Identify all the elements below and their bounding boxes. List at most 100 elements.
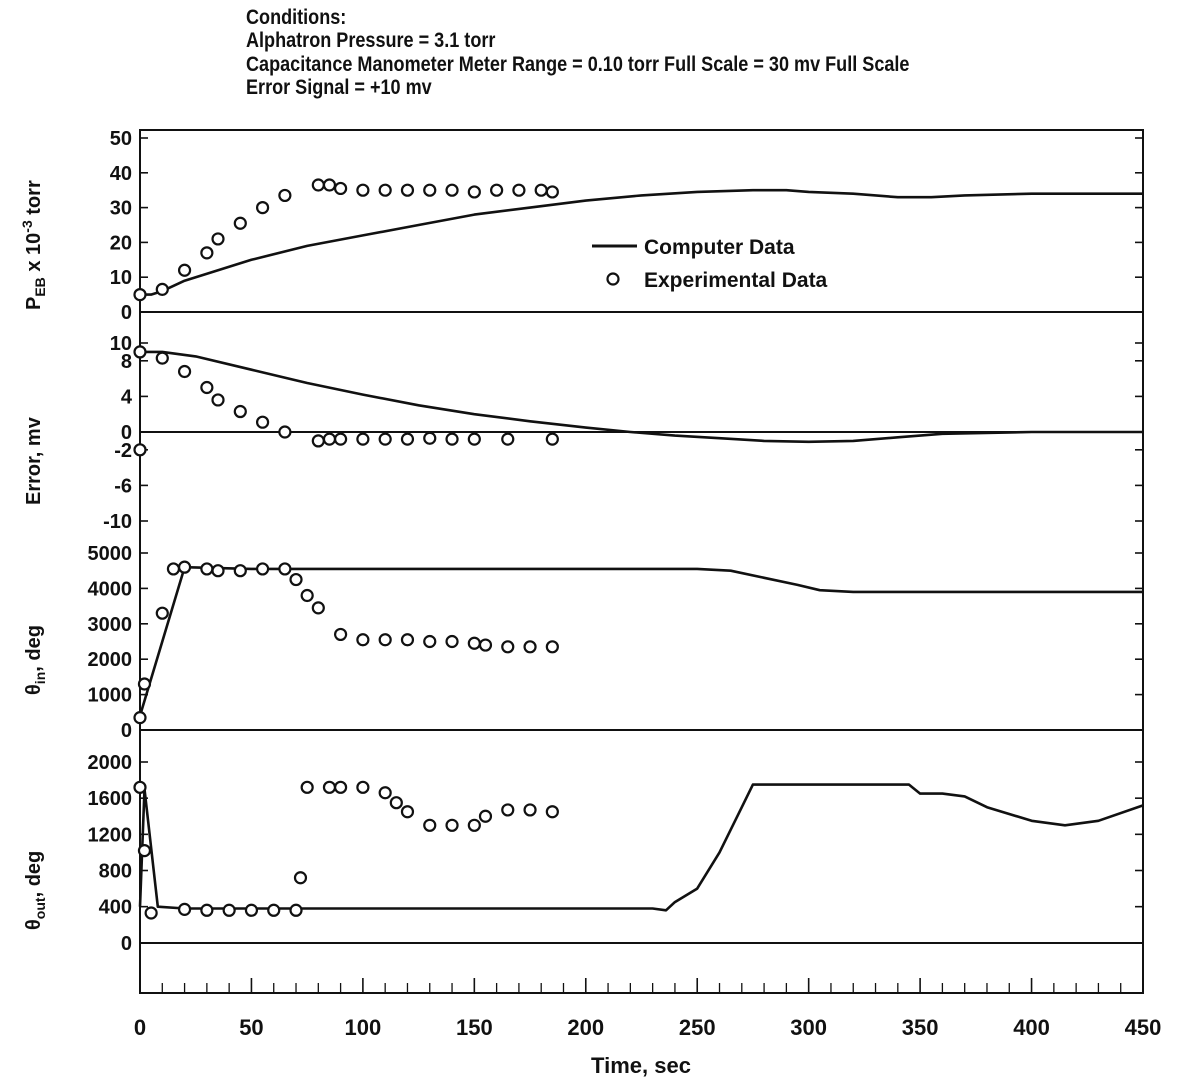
y-axis-label-peb: PEB x 10-3 torr — [19, 180, 48, 310]
experimental-data-point — [200, 246, 214, 260]
experimental-data-point — [400, 183, 415, 197]
experimental-data-point — [233, 404, 247, 419]
experimental-data-point — [400, 805, 415, 819]
experimental-data-point — [545, 640, 559, 654]
experimental-data-point — [255, 201, 270, 215]
x-axis-label: Time, sec — [591, 1053, 691, 1078]
experimental-data-point — [177, 902, 192, 916]
computer-data-line-theta-in — [138, 565, 1143, 717]
y-tick-label: 1000 — [88, 685, 133, 707]
experimental-data-point — [467, 432, 481, 446]
experimental-data-point — [467, 818, 481, 832]
experimental-data-point — [255, 562, 270, 576]
computer-data-line-theta-out — [138, 783, 1144, 912]
y-tick-label: 800 — [99, 861, 132, 883]
y-tick-label: 10 — [110, 267, 132, 289]
x-axis: 0 50 100 150 200 250 300 350 400 450 — [134, 978, 1161, 1040]
experimental-data-point — [155, 282, 169, 296]
legend-computer-data: Computer Data — [644, 236, 795, 259]
experimental-data-point — [501, 640, 515, 654]
y-tick-label: 3000 — [88, 614, 133, 636]
legend-circle-swatch — [606, 272, 620, 286]
chart-panels: 0102030405010840-2-6-1001000200030004000… — [88, 128, 1144, 955]
experimental-data-point — [311, 178, 325, 192]
experimental-data-point — [133, 345, 147, 359]
experimental-data-point — [423, 818, 437, 832]
experimental-data-point — [356, 183, 370, 197]
y-tick-label: 0 — [121, 302, 132, 324]
experimental-data-point — [334, 181, 348, 196]
y-tick-label: 8 — [121, 351, 132, 373]
experimental-data-point — [133, 711, 147, 725]
y-tick-label: 2000 — [88, 649, 133, 671]
y-tick-label: 2000 — [88, 752, 133, 774]
experimental-data-point — [255, 415, 270, 429]
experimental-data-point — [311, 601, 325, 615]
x-tick-label: 150 — [456, 1015, 493, 1040]
x-tick-label: 250 — [679, 1015, 716, 1040]
y-axis-label-theta-out: θout, deg — [23, 851, 48, 930]
x-tick-label: 200 — [567, 1015, 604, 1040]
experimental-data-point — [445, 634, 459, 649]
x-tick-label: 450 — [1125, 1015, 1162, 1040]
experimental-data-point — [311, 434, 325, 448]
x-tick-label: 50 — [239, 1015, 263, 1040]
experimental-data-point — [400, 633, 415, 647]
experimental-data-point — [177, 364, 192, 379]
experimental-data-point — [200, 562, 214, 576]
experimental-data-point — [293, 871, 308, 885]
experimental-data-point — [545, 185, 559, 199]
y-axis-label-theta-in: θin, deg — [23, 625, 48, 695]
y-axis-labels: PEB x 10-3 torr Error, mv θin, deg θout,… — [19, 180, 48, 930]
y-tick-label: 50 — [110, 128, 132, 150]
panel-error: 108 4 0-2 -6 -10 — [103, 333, 1143, 533]
experimental-data-point — [478, 638, 493, 652]
panel-theta-in: 0 1000 2000 3000 4000 5000 — [88, 543, 1143, 742]
condition-line-error-signal: Error Signal = +10 mv — [246, 76, 432, 99]
plot-frame — [139, 129, 1144, 994]
y-tick-label: 20 — [110, 232, 132, 254]
experimental-data-point — [378, 786, 392, 800]
experimental-data-point — [322, 780, 337, 794]
y-tick-label: 0 — [121, 422, 132, 444]
y-tick-label: 1600 — [88, 788, 133, 810]
experimental-data-point — [133, 288, 147, 302]
experimental-data-point — [445, 432, 459, 446]
y-tick-label: 30 — [110, 198, 132, 220]
experimental-data-point — [423, 634, 437, 649]
experimental-data-point — [137, 844, 152, 858]
experimental-data-point — [356, 780, 370, 794]
x-tick-label: 400 — [1013, 1015, 1050, 1040]
experimental-data-point — [133, 780, 147, 794]
experimental-data-point — [278, 425, 292, 439]
experimental-data-point — [478, 809, 493, 823]
experimental-data-point — [356, 432, 370, 446]
experimental-data-point — [222, 903, 236, 917]
experimental-data-point — [534, 183, 548, 197]
experimental-data-point — [334, 627, 348, 642]
experimental-data-point — [467, 636, 481, 650]
x-tick-label: 0 — [134, 1015, 146, 1040]
experimental-data-point — [155, 606, 169, 620]
experimental-data-point — [166, 562, 181, 576]
experimental-data-point — [378, 183, 392, 197]
experimental-data-point — [233, 564, 247, 578]
y-tick-label: -10 — [103, 511, 132, 533]
experimental-data-point — [289, 903, 303, 917]
experimental-data-point — [389, 796, 403, 810]
y-tick-label: 40 — [110, 163, 132, 185]
computer-data-line-peb — [140, 188, 1143, 296]
experimental-data-point — [334, 432, 348, 446]
condition-line-range: Capacitance Manometer Meter Range = 0.10… — [246, 53, 910, 76]
experimental-data-point — [144, 906, 158, 920]
experimental-data-point — [177, 263, 192, 277]
x-tick-label: 350 — [902, 1015, 939, 1040]
panel-theta-out: 0 400 800 1200 1600 2000 — [88, 752, 1144, 955]
experimental-data-point — [423, 431, 437, 445]
experimental-data-point — [267, 903, 281, 917]
experimental-data-point — [490, 183, 504, 197]
y-tick-label: -6 — [114, 475, 132, 497]
experimental-data-point — [300, 780, 314, 794]
conditions-heading: Conditions: — [246, 6, 347, 29]
